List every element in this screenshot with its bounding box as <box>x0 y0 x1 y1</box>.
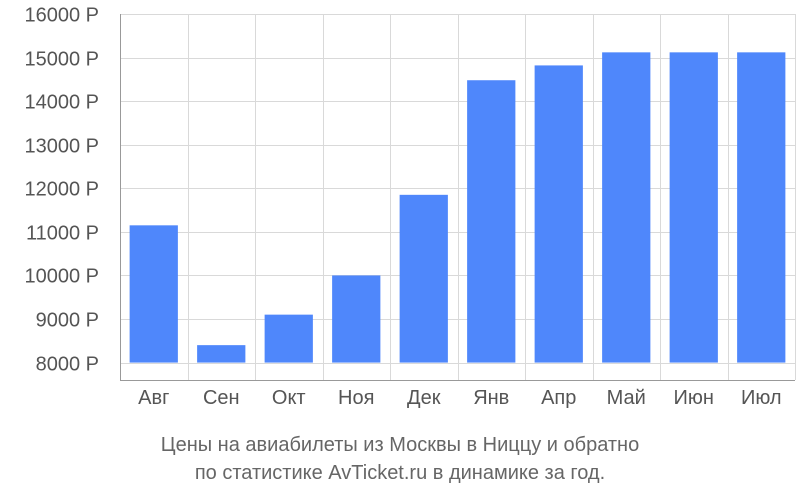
y-tick-label: 10000 Р <box>24 266 99 288</box>
x-tick-label: Июл <box>741 387 782 409</box>
y-tick-labels: 8000 Р 9000 Р 10000 Р 11000 Р 12000 Р 13000 Р… <box>24 5 99 376</box>
y-tick-label: 13000 Р <box>24 136 99 158</box>
bar <box>669 52 718 363</box>
x-tick-label: Июн <box>674 387 714 409</box>
chart-caption-line-1: Цены на авиабилеты из Москвы в Ниццу и о… <box>160 434 640 456</box>
y-tick-label: 8000 Р <box>36 354 99 376</box>
bar <box>737 52 786 363</box>
bar <box>264 314 313 363</box>
x-tick-label: Окт <box>272 387 306 409</box>
x-tick-label: Май <box>607 387 646 409</box>
x-tick-labels: Авг Сен Окт Ноя Дек Янв Апр Май Июн Июл <box>138 387 781 409</box>
x-tick-label: Ноя <box>338 387 374 409</box>
bar <box>467 80 516 363</box>
x-tick-label: Апр <box>541 387 576 409</box>
bar <box>602 52 651 363</box>
bar <box>399 194 448 363</box>
y-tick-label: 15000 Р <box>24 49 99 71</box>
bar <box>197 345 246 363</box>
bar <box>129 225 178 363</box>
chart-caption-line-2: по статистике AvTicket.ru в динамике за … <box>194 462 606 484</box>
y-tick-label: 12000 Р <box>24 179 99 201</box>
axes <box>120 14 795 381</box>
x-tick-label: Дек <box>407 387 441 409</box>
y-tick-label: 14000 Р <box>24 92 99 114</box>
price-bar-chart: 8000 Р 9000 Р 10000 Р 11000 Р 12000 Р 13000 Р… <box>24 5 796 409</box>
bar <box>534 65 583 363</box>
bars <box>129 52 786 363</box>
grid-lines <box>120 14 796 380</box>
y-tick-label: 9000 Р <box>36 310 99 332</box>
y-tick-label: 11000 Р <box>26 223 99 245</box>
y-tick-label: 16000 Р <box>24 5 99 27</box>
bar <box>332 275 381 363</box>
x-tick-label: Авг <box>138 387 169 409</box>
x-tick-label: Янв <box>473 387 509 409</box>
x-tick-label: Сен <box>203 387 240 409</box>
